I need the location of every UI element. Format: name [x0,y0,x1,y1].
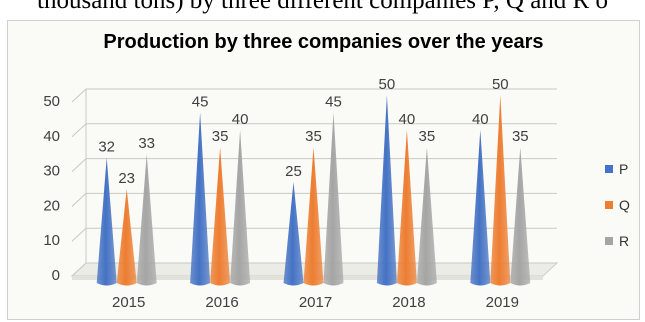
cone-p-2016 [190,112,211,286]
cone-q-2015 [116,188,137,286]
cone-r-2015 [136,154,157,286]
legend-label-r: R [619,233,630,249]
y-tick-label: 20 [43,197,60,214]
data-label-r-2019: 35 [512,128,529,145]
x-tick-label: 2018 [392,294,425,311]
question-text: thousand tons) by three different compan… [37,0,608,14]
legend: P Q R [605,151,630,259]
x-tick-label: 2019 [486,294,519,311]
legend-swatch-p [605,165,613,173]
legend-swatch-r [605,237,613,245]
gridline-depth [71,227,87,242]
data-label-p-2016: 45 [192,93,209,110]
cone-p-2019 [470,129,491,286]
data-label-p-2015: 32 [98,139,115,156]
cone-p-2017 [283,182,304,286]
data-label-q-2017: 35 [305,128,322,145]
legend-item-q: Q [605,187,630,223]
data-label-r-2015: 33 [138,135,155,152]
gridline-depth [71,123,87,138]
gridline-depth [71,158,87,172]
cone-q-2016 [210,147,231,286]
chart-title: Production by three companies over the y… [103,31,544,53]
data-label-r-2018: 35 [419,128,436,145]
legend-swatch-q [605,201,613,209]
x-tick-label: 2015 [112,294,145,311]
data-label-r-2017: 45 [325,93,342,110]
chart-plot: 0102030405032233320154535402016253545201… [43,76,559,311]
legend-item-p: P [605,151,630,187]
cone-p-2018 [376,95,397,286]
cone-r-2017 [323,112,344,286]
legend-label-q: Q [619,197,630,213]
y-tick-label: 30 [43,163,60,180]
data-label-q-2019: 50 [492,76,509,93]
data-label-p-2017: 25 [285,163,302,180]
gridline-depth [71,262,87,277]
data-label-p-2018: 50 [379,76,396,93]
cone-q-2017 [303,147,324,286]
gridline-depth [71,193,87,207]
cone-q-2019 [490,95,511,286]
x-tick-label: 2017 [299,294,332,311]
gridline-depth [71,88,87,103]
legend-label-p: P [619,161,629,177]
y-tick-label: 0 [52,267,60,284]
cone-r-2018 [416,147,437,286]
cone-r-2019 [510,147,531,286]
cone-q-2018 [396,129,417,286]
data-label-p-2019: 40 [472,111,489,128]
y-tick-label: 10 [43,232,60,249]
data-label-q-2018: 40 [399,111,416,128]
legend-item-r: R [605,223,630,259]
data-label-r-2016: 40 [232,111,249,128]
x-tick-label: 2016 [205,294,238,311]
y-tick-label: 40 [43,128,60,145]
cone-p-2015 [96,157,117,286]
chart-panel: Production by three companies over the y… [7,20,640,320]
cone-r-2016 [230,129,251,286]
data-label-q-2016: 35 [212,128,229,145]
data-label-q-2015: 23 [118,170,135,187]
y-tick-label: 50 [43,93,60,110]
